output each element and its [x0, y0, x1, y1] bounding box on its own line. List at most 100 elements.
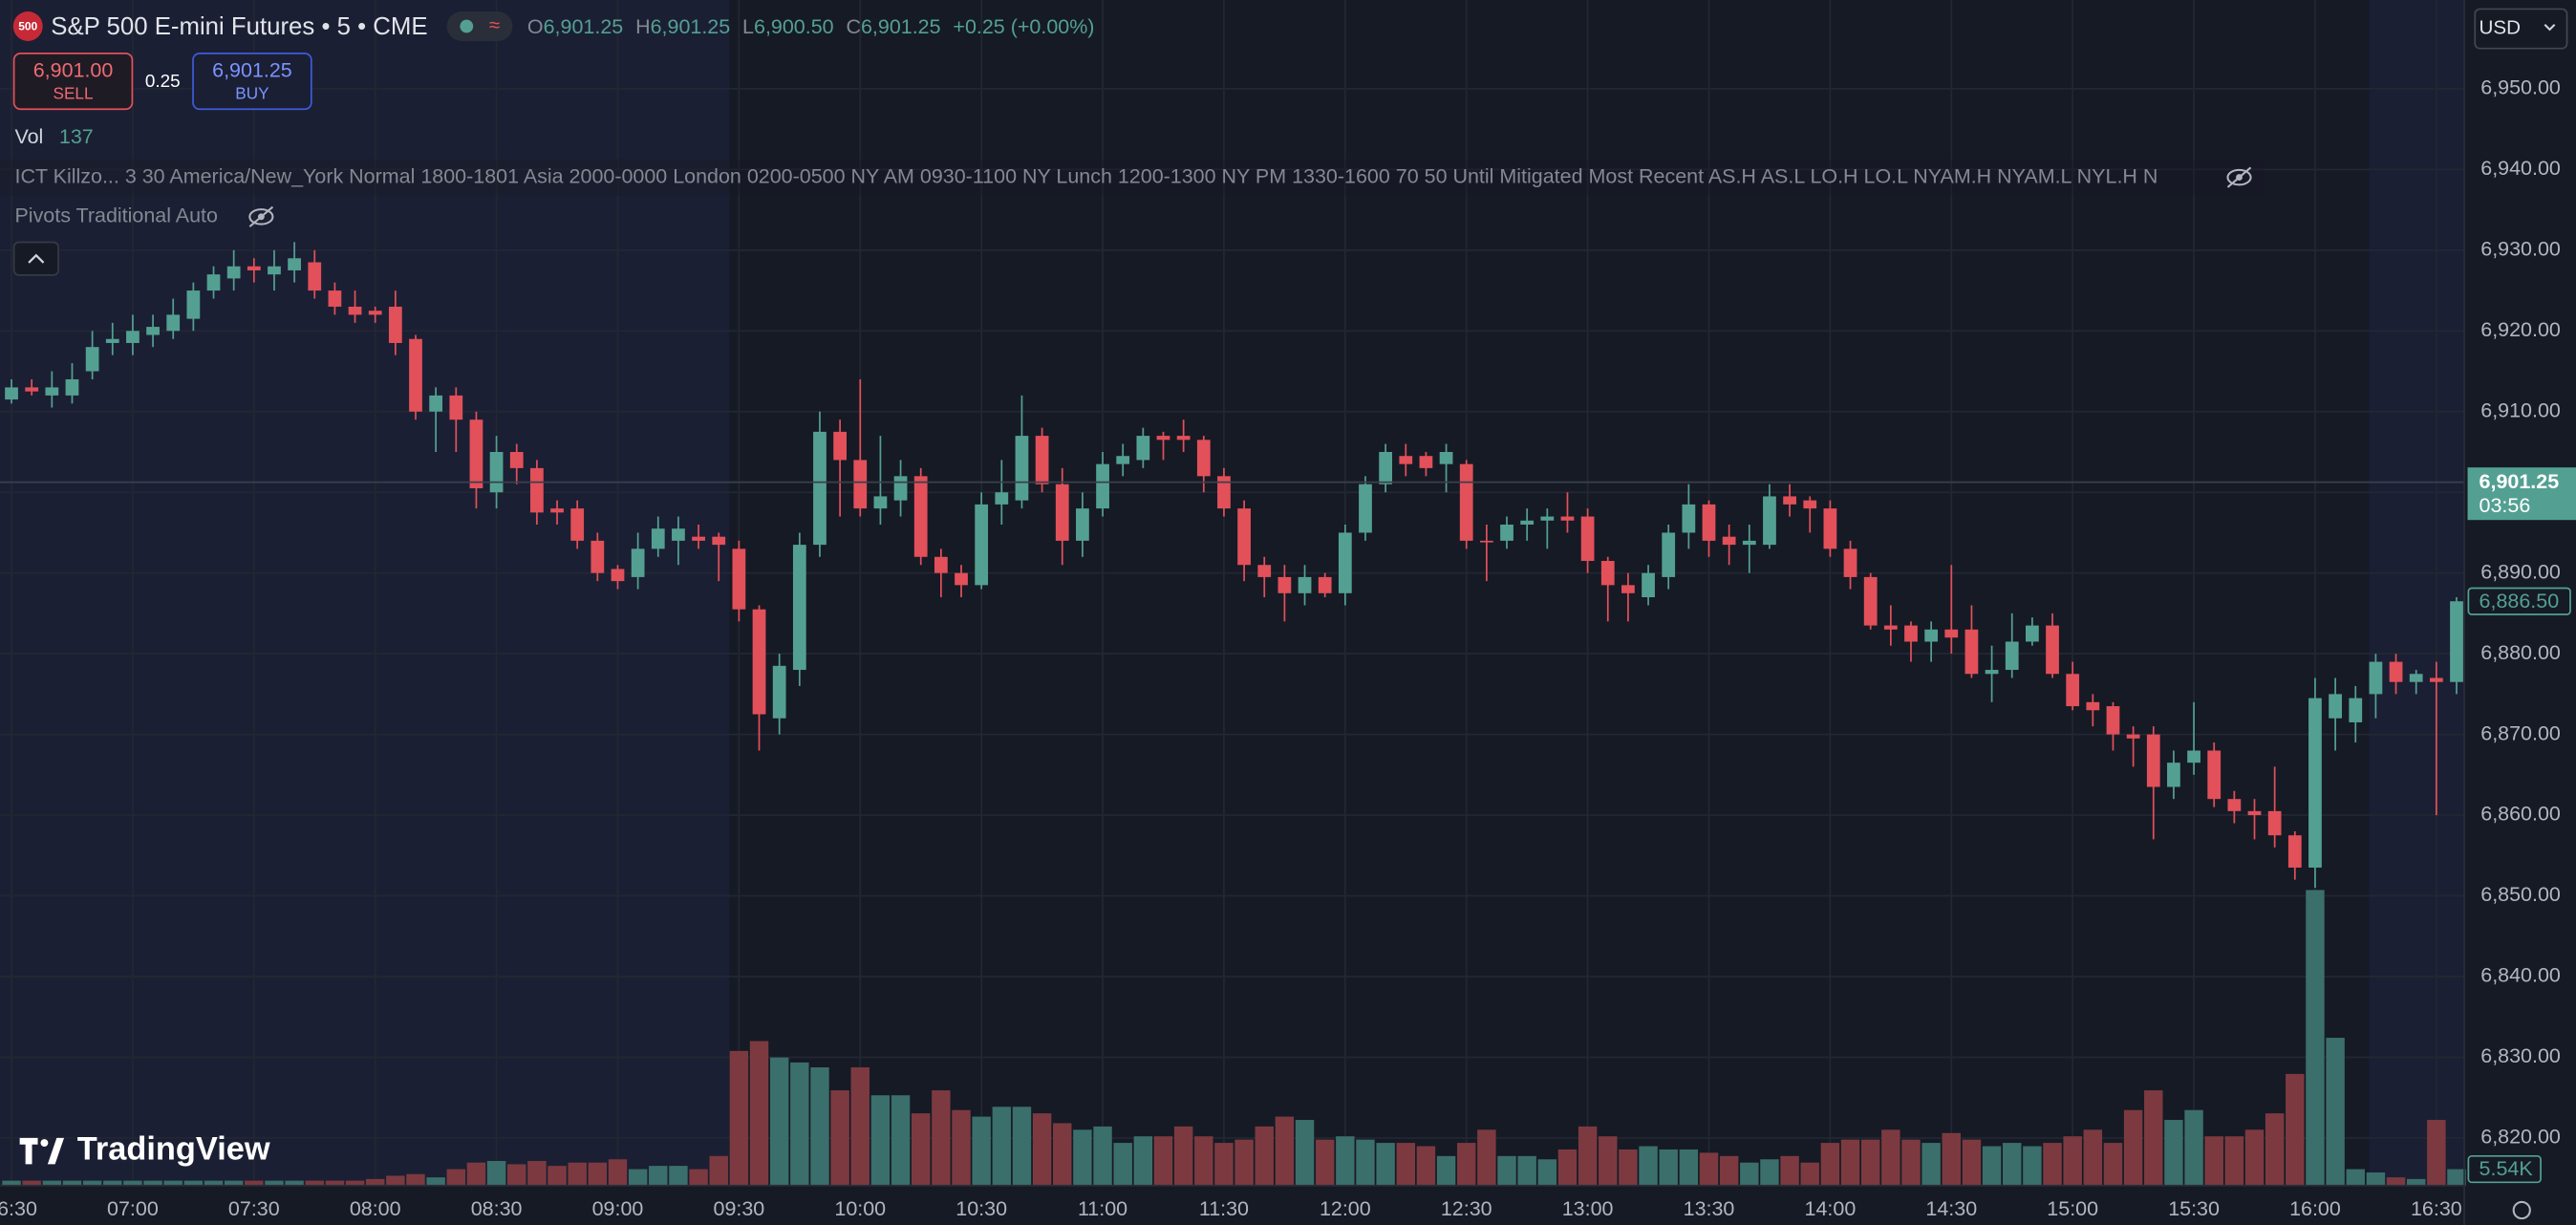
y-tick-label: 6,910.00: [2480, 398, 2561, 421]
vol-label[interactable]: Vol: [14, 125, 43, 148]
candle-body: [893, 476, 908, 501]
volume-bar: [1053, 1123, 1072, 1186]
candle-body: [1823, 508, 1837, 549]
y-tick-label: 6,860.00: [2480, 803, 2561, 826]
candle-body: [166, 314, 181, 332]
volume-bar: [1921, 1143, 1941, 1186]
market-open-dot: [460, 19, 474, 33]
candle-body: [913, 476, 928, 557]
pre-market-session: [0, 0, 730, 1186]
candle-body: [1520, 520, 1535, 526]
volume-bar: [1295, 1120, 1315, 1186]
volume-bar: [689, 1169, 708, 1186]
volume-bar: [769, 1057, 789, 1186]
candle-body: [2389, 661, 2403, 682]
last-price-tag: [2467, 467, 2576, 521]
candle-body: [1500, 525, 1513, 541]
vol-value: 137: [59, 125, 94, 148]
candle-body: [429, 395, 443, 412]
candle-body: [1419, 456, 1433, 468]
volume-bar: [1315, 1139, 1335, 1186]
candle-body: [752, 609, 766, 715]
currency-button[interactable]: [2474, 8, 2568, 50]
volume-bar: [224, 1180, 244, 1186]
candle-body: [1763, 496, 1776, 546]
volume-bar: [183, 1180, 204, 1186]
volume-bar: [123, 1180, 142, 1186]
sell-button[interactable]: [12, 52, 134, 111]
price-marker-label: 6,886.50: [2479, 590, 2560, 612]
pivots-indicator[interactable]: Pivots Traditional Auto: [14, 204, 218, 227]
candle-body: [1035, 436, 1049, 484]
candle-body: [1783, 496, 1796, 505]
x-tick-label: 06:30: [0, 1197, 37, 1220]
candle-body: [2046, 625, 2059, 675]
volume-bar: [2286, 1073, 2305, 1186]
volume-bar: [709, 1155, 728, 1186]
x-tick-label: 10:30: [955, 1197, 1007, 1220]
ohlc-key: O: [527, 15, 544, 38]
candle-body: [1863, 576, 1878, 626]
candle-body: [1096, 463, 1109, 509]
volume-bar: [588, 1162, 608, 1186]
volume-bar: [406, 1173, 425, 1186]
candle-body: [570, 508, 585, 541]
volume-bar: [82, 1180, 102, 1186]
volume-bar: [527, 1160, 547, 1186]
x-tick-label: 07:00: [107, 1197, 159, 1220]
candle-body: [268, 266, 281, 275]
killzones-indicator[interactable]: ICT Killzo... 3 30 America/New_York Norm…: [14, 164, 2157, 187]
candle-body: [2267, 810, 2282, 836]
settings-icon[interactable]: [2512, 1200, 2531, 1220]
symbol-badge[interactable]: [12, 11, 43, 41]
volume-bar: [22, 1180, 41, 1186]
candle-body: [1682, 504, 1696, 533]
volume-bar: [891, 1095, 911, 1186]
candle-body: [1479, 540, 1493, 543]
volume-bar: [2, 1180, 21, 1186]
volume-bar: [1578, 1126, 1598, 1186]
candle-body: [2005, 641, 2019, 671]
volume-bar: [2144, 1090, 2163, 1186]
x-tick-label: 15:00: [2047, 1197, 2098, 1220]
volume-bar: [2103, 1143, 2123, 1186]
x-tick-label: 12:30: [1441, 1197, 1492, 1220]
candle-body: [732, 548, 746, 610]
volume-bar: [2164, 1120, 2183, 1186]
volume-bar: [2265, 1113, 2285, 1186]
x-tick-label: 13:30: [1684, 1197, 1735, 1220]
candle-body: [2429, 677, 2443, 682]
x-tick-label: 08:00: [350, 1197, 401, 1220]
collapse-button[interactable]: [12, 241, 59, 276]
volume-bar: [1275, 1116, 1295, 1186]
candle-body: [65, 378, 79, 396]
volume-bar: [1153, 1136, 1173, 1186]
hide-icon[interactable]: [2226, 166, 2252, 188]
hide-icon[interactable]: [248, 205, 274, 227]
volume-bar: [1639, 1146, 1658, 1186]
x-tick-label: 08:30: [471, 1197, 523, 1220]
candle-body: [1642, 572, 1655, 598]
candle-body: [2369, 661, 2383, 695]
candle-body: [1883, 625, 1898, 630]
volume-bar: [507, 1164, 526, 1186]
candle-body: [1217, 476, 1231, 509]
candle-body: [1136, 436, 1150, 461]
volume-bar: [1477, 1129, 1496, 1186]
candle-body: [1277, 576, 1292, 593]
volume-bar: [1699, 1152, 1719, 1186]
volume-bar: [1133, 1136, 1153, 1186]
candle-body: [1722, 536, 1736, 546]
volume-bar: [285, 1180, 304, 1186]
volume-bar: [2083, 1129, 2103, 1186]
candle-body: [772, 665, 786, 719]
volume-bar: [1599, 1136, 1618, 1186]
change: +0.25 (+0.00%): [953, 15, 1094, 38]
candle-body: [2247, 810, 2262, 816]
status-pill[interactable]: [446, 11, 513, 41]
candle-body: [1600, 561, 1615, 586]
logo-text: TradingView: [77, 1131, 270, 1168]
volume-bar: [204, 1180, 224, 1186]
symbol-title[interactable]: S&P 500 E-mini Futures • 5 • CME: [51, 13, 427, 40]
buy-button[interactable]: [192, 52, 312, 111]
